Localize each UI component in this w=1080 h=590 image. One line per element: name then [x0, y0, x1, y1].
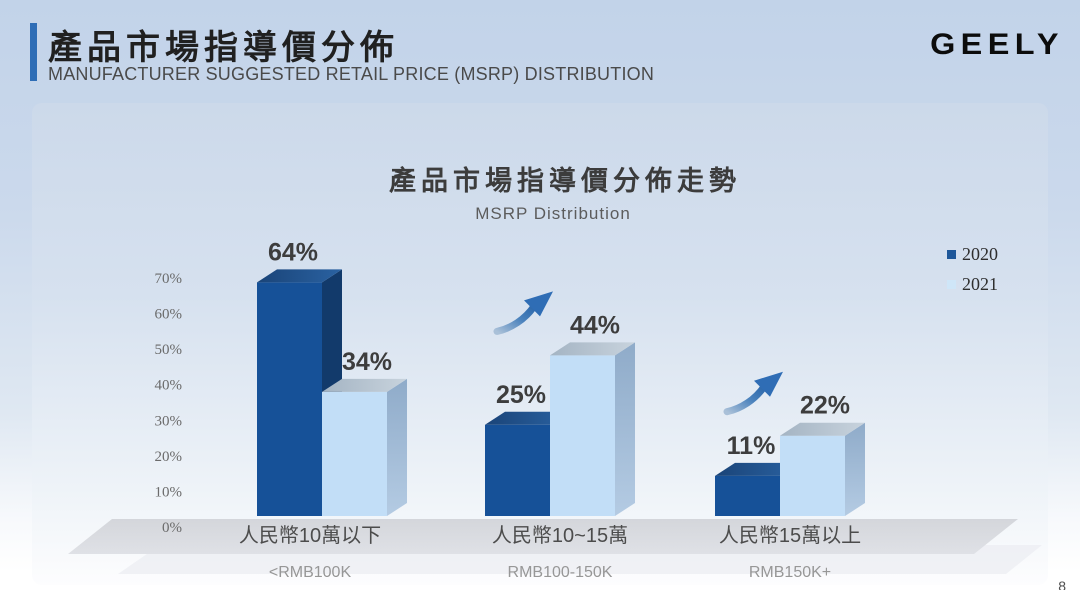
arrow-head — [754, 371, 783, 397]
value-label: 25% — [496, 381, 546, 409]
y-axis-tick: 70% — [155, 271, 183, 287]
value-label: 11% — [727, 432, 776, 460]
bar-front-face — [257, 282, 322, 516]
growth-arrow-icon — [723, 371, 783, 416]
page-title: 產品市場指導價分佈 — [48, 29, 399, 67]
arrow-tail — [723, 383, 768, 416]
value-label: 22% — [800, 392, 850, 420]
bar-front-face — [715, 475, 780, 516]
y-axis-tick: 60% — [155, 307, 183, 323]
category-label-en: RMB150K+ — [749, 564, 831, 581]
geely-logo: GEELY — [930, 28, 1064, 61]
y-axis-tick: 0% — [162, 520, 182, 536]
category-label-zh: 人民幣10~15萬 — [492, 524, 628, 547]
y-axis-tick: 40% — [155, 378, 183, 394]
chart-subtitle: MSRP Distribution — [475, 204, 631, 223]
arrow-head — [524, 291, 553, 317]
bar-side-face — [387, 378, 407, 516]
category-label-en: <RMB100K — [269, 564, 352, 581]
category-label-en: RMB100-150K — [508, 564, 613, 581]
bar-top-face — [485, 411, 570, 425]
bar-front-face — [485, 424, 550, 516]
y-axis-tick: 30% — [155, 413, 183, 429]
arrow-tail — [493, 302, 538, 335]
bar-front-face — [322, 391, 387, 516]
bar-top-face — [257, 269, 342, 283]
category-label-zh: 人民幣15萬以上 — [719, 524, 861, 547]
bar-front-face — [550, 355, 615, 516]
floor-platform — [68, 519, 1018, 554]
legend-swatch-2020 — [947, 250, 956, 259]
bar-top-face — [715, 462, 800, 476]
bar-top-face — [550, 342, 635, 356]
bar-top-face — [322, 378, 407, 392]
value-label: 64% — [268, 238, 318, 266]
legend-label-2020: 2020 — [962, 244, 998, 264]
category-label-zh: 人民幣10萬以下 — [239, 524, 381, 547]
value-label: 44% — [570, 311, 620, 339]
bar-2021-0: 34% — [322, 348, 407, 516]
bar-2021-1: 44% — [550, 311, 635, 516]
bar-2020-2: 11% — [715, 432, 800, 516]
y-axis-tick: 10% — [155, 484, 183, 500]
bar-side-face — [845, 422, 865, 516]
chart-title: 產品市場指導價分佈走勢 — [389, 165, 741, 196]
bar-side-face — [615, 342, 635, 516]
legend-label-2021: 2021 — [962, 274, 998, 294]
y-axis-tick: 20% — [155, 449, 183, 465]
page-number: 8 — [1058, 578, 1066, 590]
legend-swatch-2021 — [947, 280, 956, 289]
bar-2021-2: 22% — [780, 392, 865, 516]
growth-arrow-icon — [493, 291, 553, 335]
y-axis-tick: 50% — [155, 342, 183, 358]
page-subtitle: MANUFACTURER SUGGESTED RETAIL PRICE (MSR… — [48, 64, 655, 84]
title-accent-bar — [30, 23, 37, 81]
value-label: 34% — [342, 348, 392, 376]
bar-front-face — [780, 435, 845, 516]
bar-top-face — [780, 422, 865, 436]
